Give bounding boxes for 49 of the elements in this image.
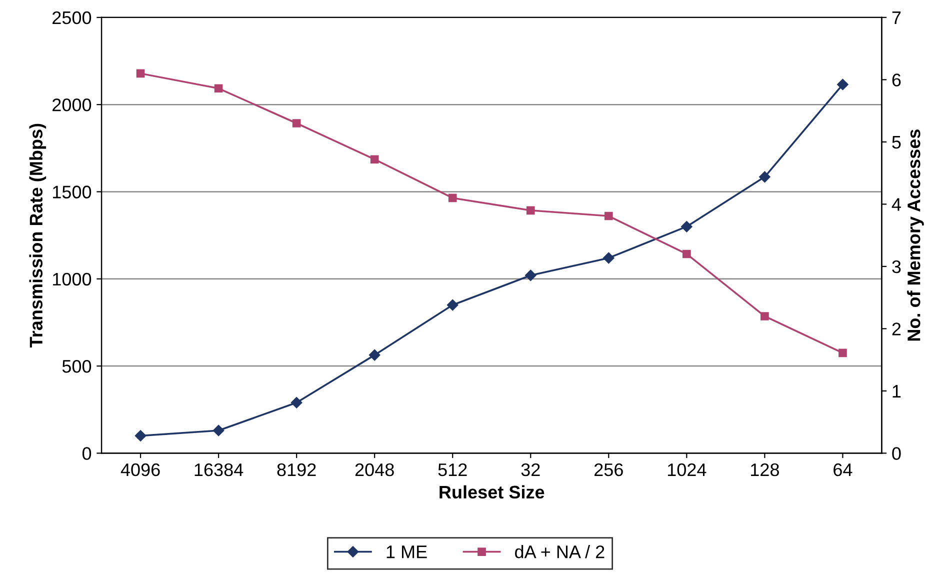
y2-tick-label: 6 bbox=[892, 74, 901, 86]
point bbox=[759, 171, 770, 183]
x-tick-label: 8192 bbox=[277, 463, 316, 476]
x-tick-label: 256 bbox=[594, 463, 623, 476]
legend-label: dA + NA / 2 bbox=[515, 545, 604, 558]
point bbox=[448, 194, 457, 202]
x-tick-label: 2048 bbox=[355, 463, 394, 476]
point bbox=[838, 348, 847, 358]
point bbox=[212, 424, 224, 436]
y2-tick-label: 4 bbox=[892, 198, 901, 211]
point bbox=[134, 430, 146, 442]
point bbox=[837, 78, 848, 90]
x-tick-label: 64 bbox=[834, 463, 852, 476]
y2-tick-label: 2 bbox=[892, 322, 901, 336]
point bbox=[603, 252, 614, 264]
y2-tick-label: 3 bbox=[892, 260, 901, 274]
x-tick-label: 1024 bbox=[668, 463, 706, 476]
point bbox=[290, 397, 302, 408]
x-tick-label: 32 bbox=[521, 463, 540, 476]
point bbox=[682, 250, 691, 258]
x-tick-label: 16384 bbox=[194, 463, 244, 476]
y-axis-title: Transmission Rate (Mbps) bbox=[29, 124, 46, 348]
y-tick-label: 2500 bbox=[52, 11, 92, 24]
legend-label: 1 ME bbox=[386, 546, 427, 558]
x-axis-title: Ruleset Size bbox=[440, 485, 544, 499]
x-tick-label: 4096 bbox=[120, 463, 160, 476]
point bbox=[136, 69, 145, 78]
y-tick-label: 500 bbox=[62, 360, 92, 373]
point bbox=[681, 220, 692, 232]
y-tick-label: 1000 bbox=[53, 272, 92, 286]
y2-tick-label: 1 bbox=[892, 385, 901, 398]
point bbox=[214, 84, 223, 93]
point bbox=[526, 206, 535, 215]
point bbox=[525, 270, 536, 281]
y-tick-label: 0 bbox=[82, 447, 92, 460]
y2-tick-label: 5 bbox=[892, 136, 901, 149]
point bbox=[368, 349, 380, 361]
point bbox=[760, 312, 769, 320]
x-tick-label: 512 bbox=[438, 463, 467, 476]
y-tick-label: 1500 bbox=[53, 186, 92, 198]
point bbox=[604, 212, 613, 220]
point bbox=[447, 299, 458, 311]
y2-axis-title: No. of Memory Accesses bbox=[907, 130, 924, 341]
y2-tick-label: 0 bbox=[892, 447, 901, 460]
point bbox=[292, 119, 301, 128]
x-tick-label: 128 bbox=[751, 463, 779, 476]
point bbox=[370, 155, 379, 164]
y2-tick-label: 7 bbox=[892, 12, 901, 24]
y-tick-label: 2000 bbox=[52, 98, 92, 112]
